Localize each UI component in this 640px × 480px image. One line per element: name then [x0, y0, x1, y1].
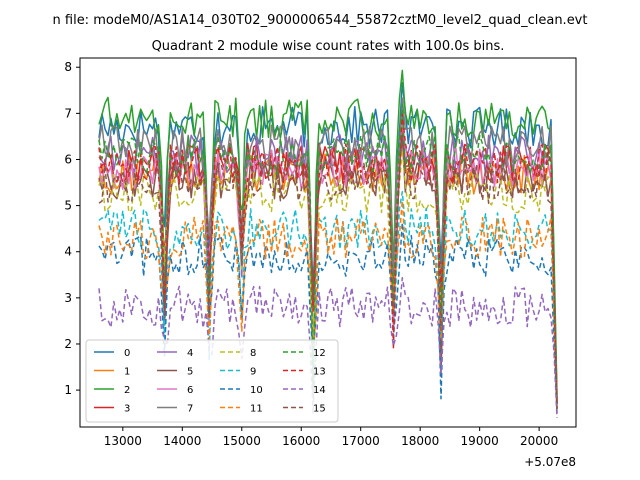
y-axis-ticks: 1 2 3 4 5 6 7 8 — [64, 60, 80, 397]
legend-label-0: 0 — [124, 348, 130, 359]
x-tick-label: 14000 — [163, 434, 201, 448]
legend-label-4: 4 — [187, 348, 193, 359]
x-axis-offset-label: +5.07e8 — [524, 455, 576, 469]
series-layer — [98, 69, 558, 418]
x-tick-label: 15000 — [223, 434, 261, 448]
x-tick-label: 20000 — [520, 434, 558, 448]
axes-frame — [79, 57, 577, 428]
legend-label-14: 14 — [313, 385, 326, 396]
y-tick-label: 5 — [64, 199, 72, 213]
x-tick-label: 19000 — [461, 434, 499, 448]
chart-title: Quadrant 2 module wise count rates with … — [152, 39, 505, 54]
plot-area: 13000 14000 15000 16000 17000 18000 19000 20000… — [64, 57, 577, 448]
legend-label-13: 13 — [313, 367, 326, 378]
legend-label-6: 6 — [187, 385, 193, 396]
series-line-9 — [98, 191, 558, 409]
series-line-5 — [98, 136, 558, 409]
legend-label-5: 5 — [187, 367, 193, 378]
x-tick-label: 13000 — [104, 434, 142, 448]
x-tick-label: 16000 — [282, 434, 320, 448]
legend-label-3: 3 — [124, 404, 130, 415]
legend-label-10: 10 — [250, 385, 263, 396]
series-line-11 — [98, 200, 558, 414]
series-line-8 — [98, 149, 558, 409]
x-tick-label: 17000 — [342, 434, 380, 448]
series-line-15 — [98, 132, 558, 409]
y-tick-label: 1 — [64, 383, 72, 397]
legend-label-1: 1 — [124, 367, 130, 378]
legend-frame — [85, 339, 339, 423]
y-tick-label: 4 — [64, 245, 72, 259]
series-line-10 — [98, 222, 558, 414]
series-line-14 — [98, 277, 558, 418]
legend-label-7: 7 — [187, 404, 193, 415]
series-line-13 — [98, 113, 558, 404]
y-tick-label: 7 — [64, 106, 72, 120]
y-tick-label: 3 — [64, 291, 72, 305]
legend-label-12: 12 — [313, 348, 326, 359]
y-tick-label: 6 — [64, 152, 72, 166]
series-line-12 — [98, 103, 558, 404]
y-tick-label: 8 — [64, 60, 72, 74]
legend-label-9: 9 — [250, 367, 256, 378]
legend-label-8: 8 — [250, 348, 256, 359]
series-line-7 — [98, 97, 558, 404]
x-axis-ticks: 13000 14000 15000 16000 17000 18000 19000 20000 — [104, 427, 558, 448]
figure-suptitle: n file: modeM0/AS1A14_030T02_9000006544_… — [53, 13, 588, 28]
x-tick-label: 18000 — [401, 434, 439, 448]
legend-label-2: 2 — [124, 385, 130, 396]
legend-label-15: 15 — [313, 404, 326, 415]
legend-label-11: 11 — [250, 404, 263, 415]
y-tick-label: 2 — [64, 337, 72, 351]
